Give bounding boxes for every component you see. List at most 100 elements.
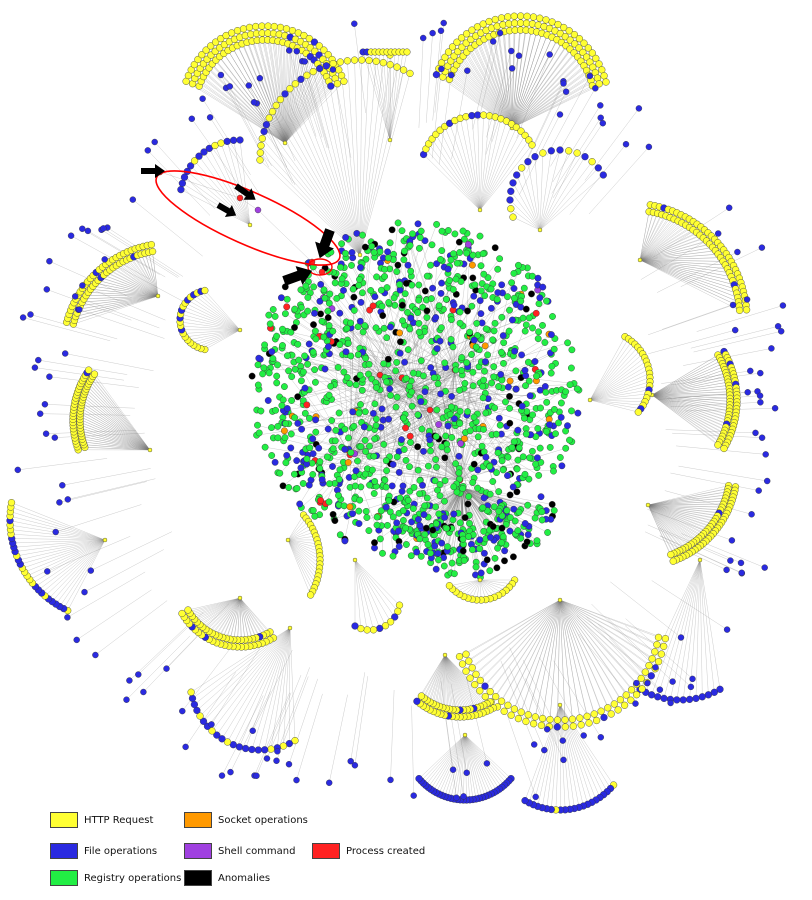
http-node	[476, 676, 484, 685]
http-node	[509, 213, 517, 221]
registry-node	[525, 314, 533, 322]
file-node	[470, 292, 478, 300]
file-node	[355, 520, 363, 527]
registry-node	[291, 365, 299, 373]
registry-node	[389, 513, 397, 521]
http-node	[481, 692, 489, 701]
registry-node	[370, 249, 378, 256]
registry-node	[476, 232, 484, 240]
registry-node	[486, 463, 493, 470]
http-node	[256, 149, 264, 157]
file-node	[592, 85, 599, 92]
file-node	[260, 127, 268, 136]
http-node	[579, 48, 587, 57]
file-node	[580, 732, 587, 739]
legend-label: HTTP Request	[84, 814, 154, 826]
anomaly-node	[294, 393, 302, 401]
registry-node	[450, 483, 458, 491]
registry-node	[279, 396, 287, 404]
arrow-icon	[234, 183, 256, 200]
file-node	[213, 731, 221, 739]
registry-node	[376, 535, 384, 543]
registry-node	[469, 251, 477, 259]
file-node	[262, 121, 271, 129]
registry-node	[456, 308, 464, 316]
registry-node	[282, 459, 290, 467]
registry-node	[290, 470, 298, 478]
anomaly-node	[489, 523, 497, 530]
registry-node	[266, 320, 274, 328]
file-node	[437, 27, 445, 34]
file-node	[562, 88, 570, 95]
file-node	[559, 737, 566, 744]
legend-label: File operations	[84, 845, 158, 857]
registry-node	[257, 407, 265, 415]
file-node	[564, 422, 571, 430]
process-node	[532, 309, 540, 317]
registry-node	[446, 276, 453, 284]
registry-node	[271, 312, 279, 320]
registry-node	[306, 444, 314, 452]
registry-node	[498, 457, 506, 465]
registry-node	[326, 480, 333, 488]
registry-node	[423, 314, 431, 321]
registry-node	[415, 296, 423, 304]
registry-node	[304, 307, 311, 315]
http-node	[211, 141, 219, 150]
http-node	[653, 641, 661, 649]
file-node	[716, 685, 724, 693]
registry-node	[498, 539, 506, 547]
http-node	[198, 51, 206, 59]
registry-node	[459, 535, 467, 543]
registry-node	[506, 514, 514, 521]
registry-node	[458, 354, 466, 361]
registry-node	[281, 310, 289, 318]
registry-node	[489, 478, 497, 485]
registry-node	[279, 342, 286, 349]
registry-node	[355, 281, 363, 289]
registry-node	[384, 254, 392, 262]
anomaly-node	[506, 491, 514, 499]
http-node	[190, 60, 198, 69]
file-node	[729, 301, 737, 309]
file-node	[187, 162, 195, 170]
registry-node	[427, 295, 435, 302]
registry-node	[383, 378, 390, 386]
file-node	[389, 461, 397, 468]
registry-node	[435, 510, 443, 518]
registry-node	[415, 319, 423, 327]
file-node	[597, 734, 604, 741]
file-node	[329, 463, 336, 470]
http-node	[600, 72, 608, 80]
registry-node	[525, 377, 533, 385]
registry-node	[274, 422, 282, 430]
file-node	[506, 527, 514, 535]
file-node	[100, 225, 107, 232]
registry-node	[361, 322, 369, 329]
file-node	[309, 435, 317, 443]
file-node	[632, 700, 639, 707]
http-node	[276, 23, 285, 32]
registry-node	[419, 372, 427, 380]
registry-node	[331, 437, 339, 445]
registry-node	[468, 302, 476, 310]
hub-node	[285, 537, 291, 543]
legend-item-process: Process created	[312, 841, 425, 861]
file-node	[264, 397, 272, 404]
registry-node	[406, 325, 414, 333]
file-node	[327, 82, 335, 90]
http-node	[604, 704, 612, 712]
file-node	[509, 179, 517, 187]
file-node	[293, 776, 300, 784]
registry-node	[294, 340, 302, 348]
registry-node	[356, 276, 363, 283]
file-node	[597, 114, 604, 122]
registry-node	[480, 425, 487, 433]
http-node	[448, 43, 457, 51]
file-node	[508, 47, 515, 55]
registry-node	[469, 382, 477, 390]
file-node	[762, 451, 769, 458]
registry-node	[303, 455, 311, 463]
registry-node	[390, 294, 398, 302]
file-node	[349, 510, 356, 518]
